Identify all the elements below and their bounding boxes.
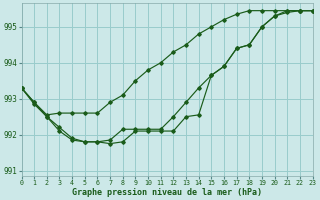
X-axis label: Graphe pression niveau de la mer (hPa): Graphe pression niveau de la mer (hPa) — [72, 188, 262, 197]
